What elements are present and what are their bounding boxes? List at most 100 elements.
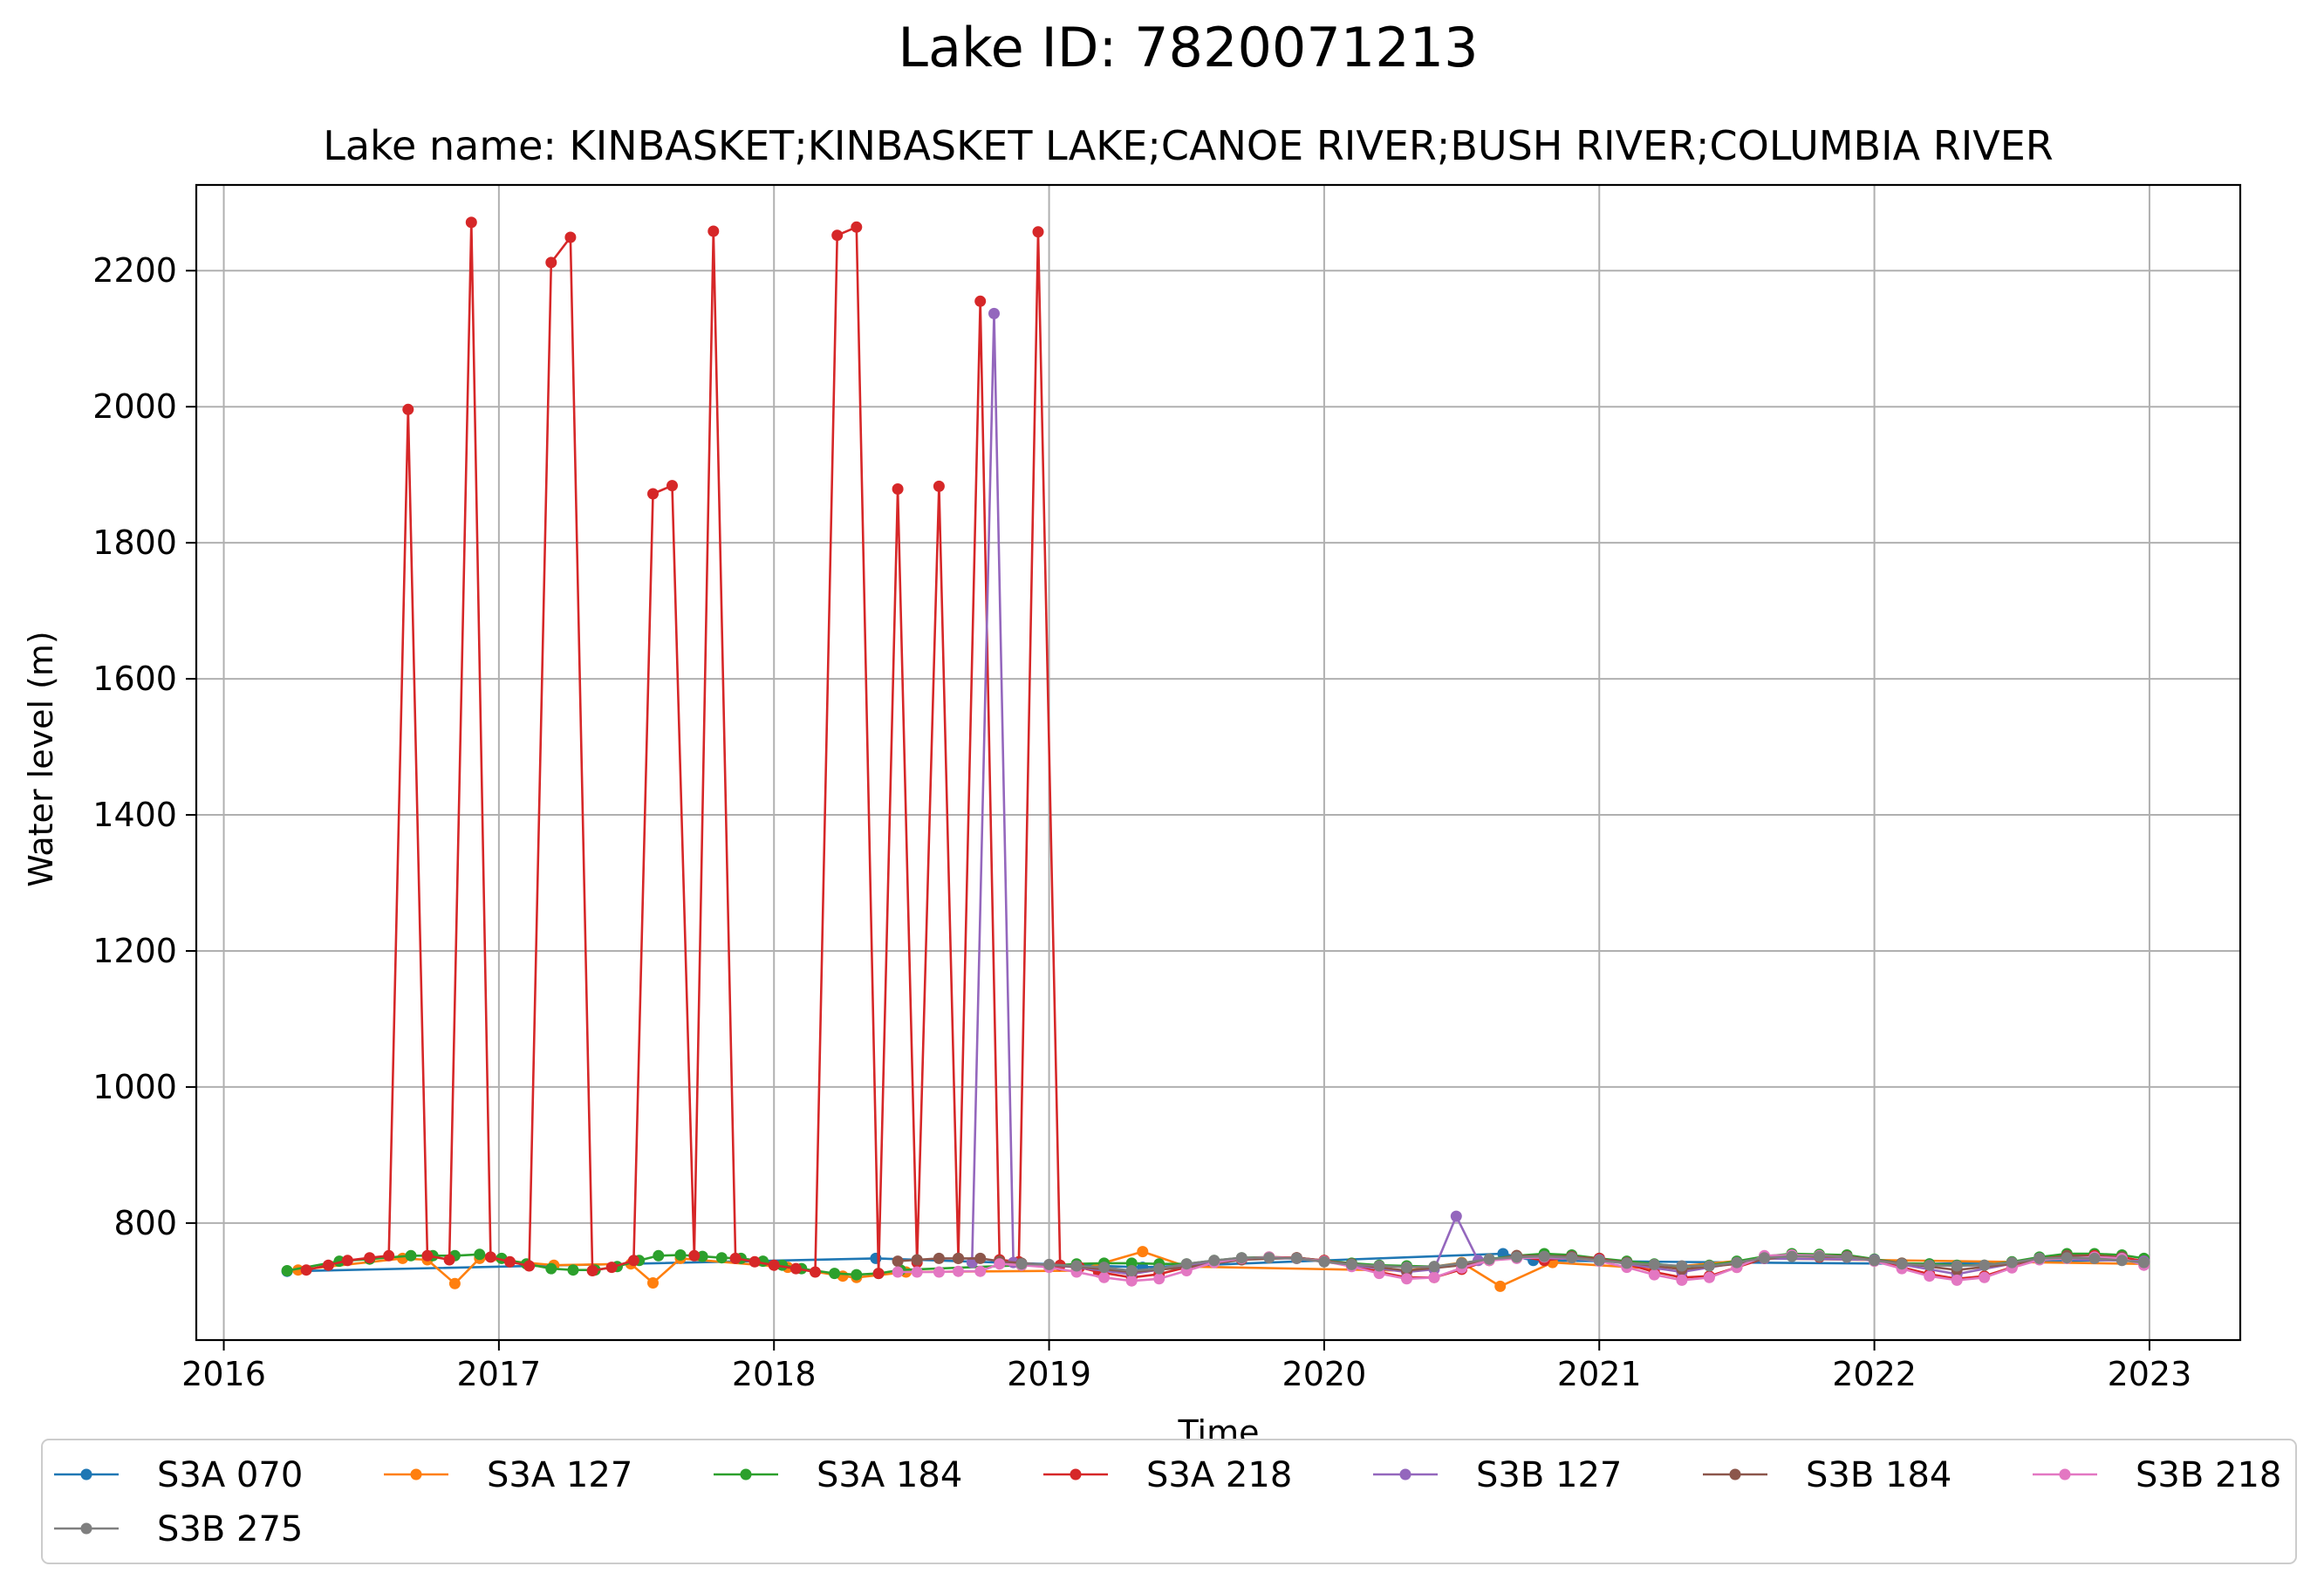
legend-marker-swatch	[410, 1468, 422, 1481]
data-point	[2088, 1252, 2101, 1264]
legend-marker-swatch	[1070, 1468, 1082, 1481]
y-tick-label: 1400	[92, 796, 177, 834]
data-point	[768, 1259, 780, 1271]
data-point	[1494, 1280, 1507, 1292]
data-point	[1456, 1257, 1468, 1269]
data-point	[674, 1249, 687, 1261]
data-point	[341, 1255, 353, 1267]
data-point	[1098, 1271, 1111, 1283]
data-point	[933, 1266, 945, 1278]
legend-marker-swatch	[80, 1468, 92, 1481]
data-point	[383, 1249, 395, 1262]
series-s3b-275	[1015, 1250, 2150, 1276]
data-point	[1786, 1250, 1798, 1262]
data-point	[2061, 1252, 2073, 1264]
x-tick-label: 2019	[1007, 1355, 1091, 1393]
data-point	[1153, 1262, 1165, 1275]
data-point	[1703, 1271, 1715, 1283]
data-point	[1731, 1256, 1743, 1269]
legend-item: S3B 184	[1703, 1455, 1951, 1495]
data-point	[1648, 1269, 1660, 1281]
legend-item: S3A 127	[384, 1455, 632, 1495]
data-series	[281, 216, 2150, 1292]
data-point	[647, 488, 659, 500]
data-point	[851, 1269, 863, 1281]
data-point	[666, 480, 678, 492]
data-point	[974, 1265, 987, 1277]
data-point	[1125, 1275, 1138, 1287]
data-point	[892, 1266, 904, 1278]
data-point	[1428, 1261, 1440, 1273]
data-point	[1401, 1262, 1412, 1274]
data-point	[696, 1250, 708, 1262]
data-point	[484, 1251, 496, 1263]
data-point	[892, 483, 904, 495]
data-point	[2034, 1252, 2046, 1264]
data-point	[504, 1255, 516, 1268]
y-tick-label: 1800	[92, 523, 177, 562]
legend-label: S3A 184	[817, 1455, 962, 1495]
y-tick-label: 800	[113, 1204, 177, 1242]
data-point	[1290, 1252, 1302, 1264]
data-point	[1924, 1270, 1936, 1282]
data-point	[1841, 1251, 1853, 1263]
data-point	[1180, 1258, 1193, 1270]
data-point	[421, 1249, 434, 1262]
data-point	[1593, 1255, 1605, 1267]
data-point	[1208, 1255, 1220, 1267]
data-point	[994, 1258, 1006, 1270]
legend-label: S3A 127	[487, 1455, 632, 1495]
data-point	[688, 1249, 701, 1262]
data-point	[1566, 1252, 1578, 1264]
data-point	[647, 1277, 659, 1289]
legend-marker-swatch	[740, 1468, 752, 1481]
data-point	[1070, 1260, 1083, 1272]
data-point	[1032, 226, 1044, 238]
x-tick-label: 2016	[181, 1355, 266, 1393]
x-tick-label: 2018	[732, 1355, 817, 1393]
data-point	[974, 295, 987, 307]
legend-marker-swatch	[2059, 1468, 2071, 1481]
data-point	[1125, 1265, 1138, 1276]
data-point	[364, 1252, 376, 1264]
y-tick-label: 1200	[92, 932, 177, 970]
data-point	[1538, 1250, 1550, 1262]
legend-item: S3A 070	[54, 1455, 303, 1495]
data-point	[1814, 1250, 1825, 1262]
legend-label: S3B 275	[157, 1509, 303, 1549]
data-point	[1015, 1258, 1028, 1270]
data-point	[1676, 1274, 1688, 1286]
data-point	[1979, 1271, 1991, 1283]
x-axis: 2016 2017 2018 2019 2020 2021 2022 2023	[181, 1340, 2191, 1393]
y-tick-label: 2000	[92, 387, 177, 426]
figure-suptitle: Lake ID: 7820071213	[898, 16, 1478, 79]
legend-item: S3B 127	[1373, 1455, 1622, 1495]
legend: S3A 070 S3A 127 S3A 184 S3A 218 S3B 127 S3B 1…	[41, 1439, 2297, 1564]
legend-marker-swatch	[1729, 1468, 1741, 1481]
data-point	[402, 403, 414, 415]
legend-label: S3A 218	[1146, 1455, 1292, 1495]
x-tick-label: 2017	[457, 1355, 542, 1393]
y-tick-label: 2200	[92, 251, 177, 290]
data-point	[829, 1268, 841, 1280]
legend-label: S3B 218	[2136, 1455, 2281, 1495]
data-point	[715, 1252, 728, 1264]
data-point	[1345, 1258, 1357, 1270]
data-point	[1153, 1273, 1165, 1285]
data-point	[1621, 1257, 1633, 1269]
data-point	[872, 1268, 885, 1280]
y-axis: 800 1000 1200 1400 1600 1800 2000 2200	[92, 251, 196, 1242]
legend-item: S3A 218	[1043, 1455, 1292, 1495]
data-point	[1263, 1252, 1275, 1264]
y-tick-label: 1000	[92, 1068, 177, 1106]
data-point	[300, 1264, 312, 1276]
data-point	[1703, 1260, 1715, 1272]
data-point	[443, 1254, 455, 1266]
legend-label: S3B 127	[1476, 1455, 1622, 1495]
legend-marker-swatch	[1399, 1468, 1411, 1481]
data-point	[1924, 1259, 1936, 1271]
data-point	[586, 1265, 598, 1276]
legend-label: S3B 184	[1806, 1455, 1951, 1495]
